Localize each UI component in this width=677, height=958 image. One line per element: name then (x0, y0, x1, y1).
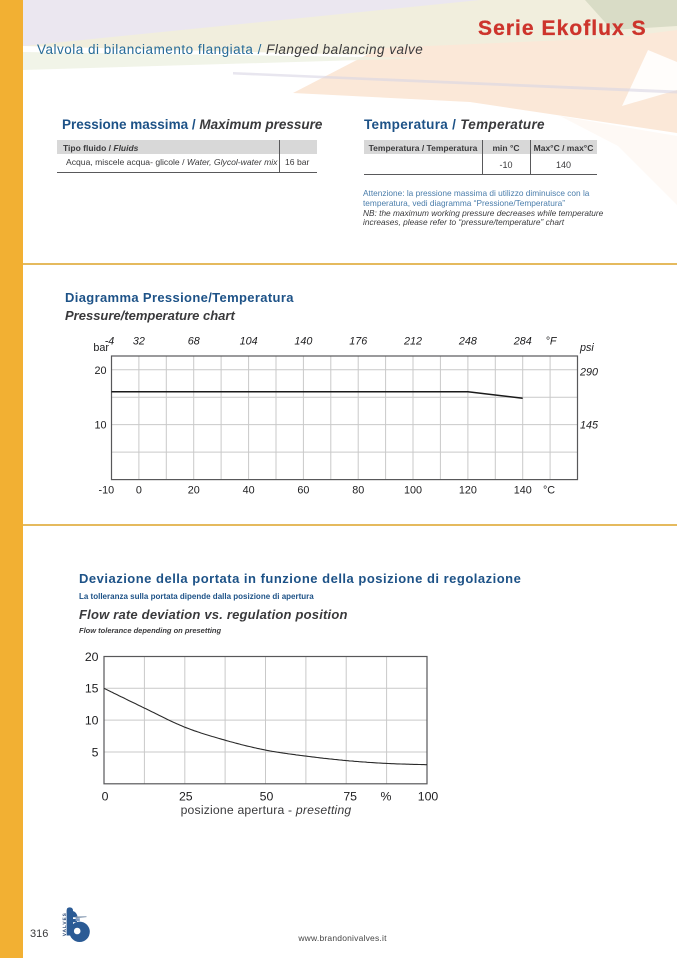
svg-text:120: 120 (459, 485, 477, 497)
svg-text:32: 32 (133, 336, 145, 348)
svg-text:176: 176 (349, 336, 367, 348)
svg-text:%: % (381, 790, 392, 804)
svg-text:284: 284 (513, 336, 532, 348)
svg-text:°F: °F (546, 336, 558, 348)
svg-text:50: 50 (260, 790, 274, 804)
svg-text:290: 290 (579, 367, 598, 379)
svg-text:212: 212 (403, 336, 422, 348)
svg-text:-4: -4 (105, 336, 115, 348)
svg-text:5: 5 (92, 745, 99, 759)
svg-text:104: 104 (240, 336, 258, 348)
svg-text:20: 20 (85, 650, 99, 664)
svg-text:20: 20 (94, 365, 106, 377)
svg-text:15: 15 (85, 682, 99, 696)
svg-text:248: 248 (458, 336, 477, 348)
svg-text:40: 40 (243, 485, 255, 497)
svg-text:°C: °C (543, 485, 555, 497)
svg-text:140: 140 (514, 485, 532, 497)
svg-text:100: 100 (418, 790, 439, 804)
svg-text:68: 68 (188, 336, 200, 348)
svg-text:bar: bar (93, 342, 109, 354)
svg-text:psi: psi (579, 342, 594, 354)
svg-text:100: 100 (404, 485, 422, 497)
svg-text:0: 0 (136, 485, 142, 497)
svg-text:140: 140 (294, 336, 312, 348)
svg-text:0: 0 (102, 790, 109, 804)
svg-text:10: 10 (94, 420, 106, 432)
svg-text:60: 60 (297, 485, 309, 497)
svg-text:10: 10 (85, 714, 99, 728)
svg-text:25: 25 (179, 790, 193, 804)
svg-text:75: 75 (343, 790, 357, 804)
svg-text:VALVES: VALVES (62, 912, 68, 936)
svg-text:-10: -10 (98, 485, 114, 497)
svg-text:80: 80 (352, 485, 364, 497)
svg-text:20: 20 (188, 485, 200, 497)
svg-text:145: 145 (580, 420, 599, 432)
